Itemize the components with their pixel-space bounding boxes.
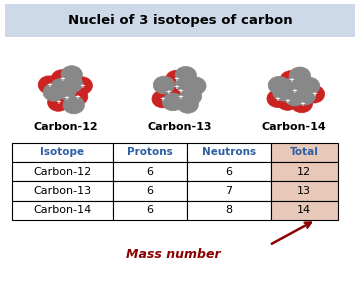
Text: +: + [311,91,317,97]
FancyBboxPatch shape [12,181,113,200]
Text: +: + [160,96,166,102]
Circle shape [152,90,174,108]
FancyBboxPatch shape [271,200,338,220]
Circle shape [63,96,85,114]
FancyBboxPatch shape [271,142,338,162]
Text: +: + [74,94,80,100]
Circle shape [289,67,311,85]
Text: 12: 12 [297,167,311,176]
Circle shape [55,82,76,100]
Circle shape [38,76,60,94]
Circle shape [267,90,288,107]
Text: +: + [79,83,85,89]
Text: 7: 7 [225,186,232,196]
Circle shape [166,70,187,88]
Circle shape [273,83,294,101]
Text: +: + [275,96,280,102]
Text: 8: 8 [225,205,232,215]
Circle shape [177,95,198,113]
Circle shape [51,70,73,88]
Text: Carbon-14: Carbon-14 [33,205,91,215]
Circle shape [61,66,82,84]
FancyBboxPatch shape [271,181,338,200]
Text: +: + [63,94,69,100]
Text: Mass number: Mass number [126,248,220,260]
Text: 6: 6 [146,205,153,215]
Circle shape [43,83,64,101]
Text: +: + [174,76,179,82]
Circle shape [284,88,306,106]
Text: Carbon-14: Carbon-14 [262,122,327,132]
Circle shape [50,78,72,96]
Circle shape [162,93,184,111]
Text: +: + [285,98,291,104]
Circle shape [303,85,325,103]
Text: Carbon-12: Carbon-12 [33,167,91,176]
FancyBboxPatch shape [113,200,187,220]
FancyBboxPatch shape [271,162,338,181]
Circle shape [175,66,197,84]
Text: Nuclei of 3 isotopes of carbon: Nuclei of 3 isotopes of carbon [68,14,292,27]
Text: +: + [299,101,305,107]
FancyBboxPatch shape [187,181,271,200]
Text: +: + [178,94,184,100]
Text: 13: 13 [297,186,311,196]
Text: +: + [59,76,65,82]
Text: +: + [291,88,297,94]
FancyBboxPatch shape [187,162,271,181]
Text: 6: 6 [146,186,153,196]
Text: 6: 6 [225,167,232,176]
Circle shape [175,75,197,93]
FancyBboxPatch shape [113,181,187,200]
Circle shape [48,93,69,111]
Circle shape [61,75,83,93]
Circle shape [268,76,289,94]
Circle shape [279,79,301,96]
Circle shape [158,83,179,101]
Circle shape [294,87,315,105]
Text: 6: 6 [146,167,153,176]
Circle shape [284,82,305,100]
Circle shape [185,77,206,95]
Text: Protons: Protons [127,147,173,157]
FancyBboxPatch shape [113,162,187,181]
Text: +: + [55,99,61,105]
Circle shape [71,77,93,94]
Circle shape [280,71,301,88]
Circle shape [165,78,186,96]
Text: +: + [46,82,52,88]
Text: +: + [166,89,172,95]
Circle shape [289,75,311,93]
FancyBboxPatch shape [5,4,355,37]
Text: Neutrons: Neutrons [202,147,256,157]
Circle shape [153,76,175,94]
Text: +: + [173,84,179,90]
Text: Carbon-12: Carbon-12 [33,122,98,132]
Text: Isotope: Isotope [40,147,85,157]
Circle shape [277,92,298,110]
FancyBboxPatch shape [113,142,187,162]
Text: Carbon-13: Carbon-13 [148,122,212,132]
Text: +: + [177,88,183,94]
FancyBboxPatch shape [187,142,271,162]
Text: +: + [288,76,294,82]
Circle shape [169,82,191,100]
Circle shape [170,88,192,106]
Circle shape [291,95,312,113]
Text: Carbon-13: Carbon-13 [33,186,91,196]
Circle shape [180,87,202,105]
FancyBboxPatch shape [187,200,271,220]
Text: 14: 14 [297,205,311,215]
Circle shape [66,88,88,106]
FancyBboxPatch shape [12,142,113,162]
FancyBboxPatch shape [12,200,113,220]
Text: Total: Total [290,147,319,157]
FancyBboxPatch shape [12,162,113,181]
Circle shape [56,89,77,106]
Circle shape [298,77,320,95]
